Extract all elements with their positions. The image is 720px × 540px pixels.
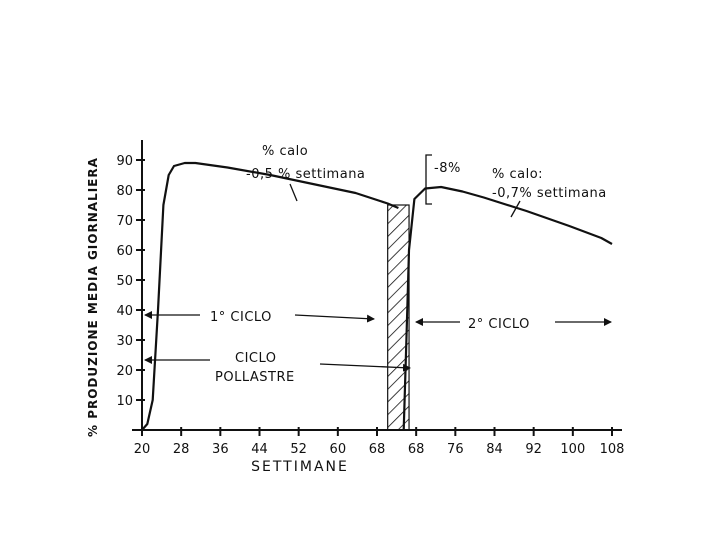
x-tick-label: 92 [525, 442, 542, 457]
drop-bracket [425, 154, 432, 205]
x-tick-label: 28 [173, 442, 190, 457]
y-tick-label: 70 [116, 214, 133, 229]
drop-label: -8% [434, 161, 461, 176]
first-decline-pointer [289, 183, 298, 202]
x-tick-label: 20 [134, 442, 151, 457]
y-tick-label: 20 [116, 364, 133, 379]
y-tick-label: 80 [116, 184, 133, 199]
first-decline-label-line1: % calo [262, 144, 308, 159]
first-decline-label-line2: -0,5 % settimana [246, 167, 365, 182]
y-tick-label: 30 [116, 334, 133, 349]
second-decline-pointer [510, 200, 521, 218]
y-tick-label: 50 [116, 274, 133, 289]
x-tick-label: 44 [251, 442, 268, 457]
second-cycle-label: 2° CICLO [468, 317, 530, 332]
first-cycle-label: 1° CICLO [210, 310, 272, 325]
x-tick-label: 68 [408, 442, 425, 457]
pullet-cycle-label-line2: POLLASTRE [215, 370, 295, 385]
y-tick-label: 40 [116, 304, 133, 319]
x-tick-label: 108 [600, 442, 625, 457]
first-cycle-arrow-right [294, 314, 375, 323]
x-axis-label: SETTIMANE [251, 459, 349, 475]
y-tick-label: 90 [116, 154, 133, 169]
x-tick-label: 100 [560, 442, 585, 457]
x-tick-label: 60 [330, 442, 347, 457]
x-tick-label: 84 [486, 442, 503, 457]
pullet-cycle-arrow-right [319, 363, 411, 372]
y-ticks: 10 20 30 40 50 60 70 80 90 [116, 154, 145, 409]
x-tick-label: 68 [369, 442, 386, 457]
second-decline-label-line2: -0,7% settimana [492, 186, 607, 201]
x-tick-label: 36 [212, 442, 229, 457]
series-group [141, 161, 613, 431]
y-tick-label: 60 [116, 244, 133, 259]
series-line-1 [141, 161, 399, 431]
x-ticks: 20 28 36 44 52 60 68 68 76 84 92 100 108 [134, 427, 625, 457]
second-decline-label-line1: % calo: [492, 167, 543, 182]
y-tick-label: 10 [116, 394, 133, 409]
pullet-cycle-label-line1: CICLO [235, 351, 277, 366]
series-line-2 [402, 185, 613, 431]
x-tick-label: 52 [290, 442, 307, 457]
x-tick-label: 76 [447, 442, 464, 457]
y-axis-label: % PRODUZIONE MEDIA GIORNALIERA [86, 157, 100, 437]
transition-hatched-area [387, 204, 410, 431]
